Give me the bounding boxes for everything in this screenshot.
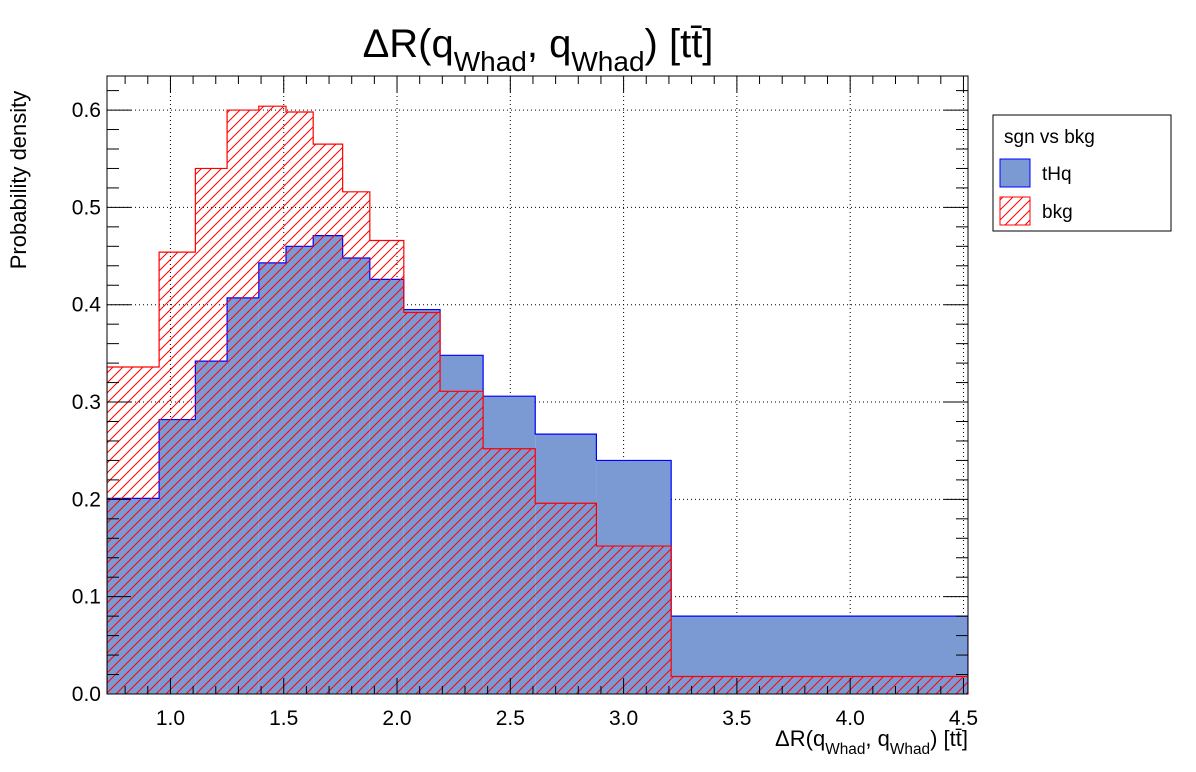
bar-bkg bbox=[285, 112, 314, 694]
x-tick-label: 1.0 bbox=[156, 707, 185, 730]
y-tick-label: 0.2 bbox=[72, 488, 101, 511]
y-tick-label: 0.4 bbox=[72, 294, 102, 317]
y-tick-label: 0.3 bbox=[72, 391, 101, 414]
bar-bkg bbox=[227, 110, 259, 694]
bar-bkg bbox=[258, 106, 286, 694]
legend: sgn vs bkg tHq bkg bbox=[992, 114, 1172, 232]
legend-title: sgn vs bkg bbox=[1004, 127, 1095, 148]
bar-bkg bbox=[369, 240, 404, 694]
x-tick-label: 1.5 bbox=[269, 707, 298, 730]
bar-bkg bbox=[342, 191, 370, 694]
y-tick-label: 0.0 bbox=[72, 683, 101, 706]
tick-labels: 1.0 1.5 2.0 2.5 3.0 3.5 4.0 4.5 0.0 0.1 0.2 0.3 0.4 0… bbox=[72, 99, 978, 730]
series-outline-bkg bbox=[107, 105, 968, 694]
bar-bkg bbox=[596, 546, 672, 694]
x-tick-label: 3.0 bbox=[609, 707, 638, 730]
histogram-bars bbox=[107, 105, 968, 694]
bar-bkg bbox=[403, 312, 441, 694]
axis-ticks bbox=[107, 76, 968, 695]
y-tick-label: 0.5 bbox=[72, 196, 101, 219]
x-axis-title: ΔR(qWhad, qWhad) [tt̄] bbox=[775, 726, 968, 758]
plot-frame bbox=[106, 75, 969, 695]
bar-bkg bbox=[159, 252, 196, 694]
legend-label-thq: tHq bbox=[1042, 164, 1072, 185]
chart-title: ΔR(qWhad, qWhad) [tt̄] bbox=[363, 22, 714, 77]
bar-bkg bbox=[535, 503, 597, 694]
legend-swatch-bkg bbox=[999, 196, 1031, 226]
x-tick-label: 4.0 bbox=[836, 707, 865, 730]
bar-bkg bbox=[195, 168, 228, 694]
y-axis-title: Probability density bbox=[6, 91, 31, 270]
bar-bkg bbox=[440, 391, 484, 694]
bar-bkg bbox=[107, 366, 160, 694]
bar-bkg bbox=[671, 676, 968, 694]
legend-swatch-thq bbox=[999, 158, 1031, 188]
x-tick-label: 3.5 bbox=[722, 707, 751, 730]
legend-label-bkg: bkg bbox=[1042, 202, 1073, 223]
y-tick-label: 0.6 bbox=[72, 99, 101, 122]
y-tick-label: 0.1 bbox=[72, 586, 101, 609]
x-tick-label: 2.5 bbox=[496, 707, 525, 730]
bar-bkg bbox=[313, 144, 343, 694]
x-tick-label: 2.0 bbox=[382, 707, 411, 730]
x-tick-label: 4.5 bbox=[949, 707, 978, 730]
bar-bkg bbox=[483, 448, 536, 694]
